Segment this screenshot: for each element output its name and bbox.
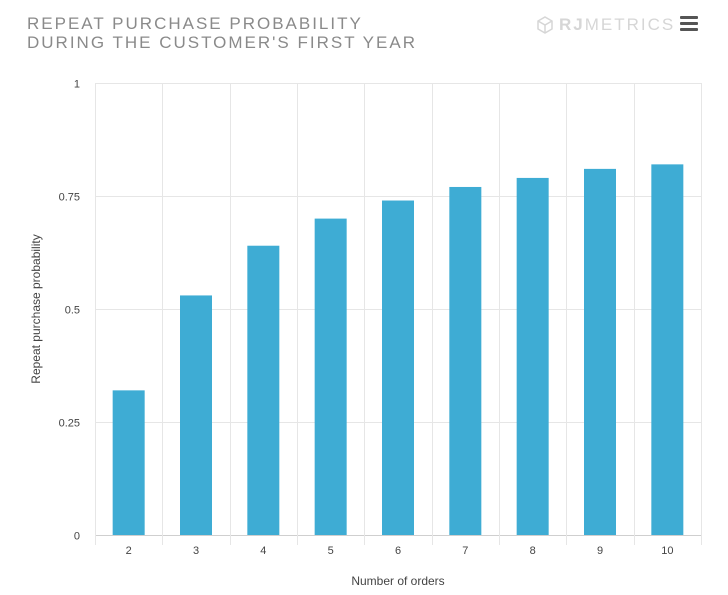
x-tick-label: 3 (193, 545, 199, 557)
bar-10[interactable] (651, 164, 684, 536)
bar-4[interactable] (247, 245, 280, 535)
chart-title-line-1: REPEAT PURCHASE PROBABILITY (27, 14, 363, 33)
x-tick-label: 4 (260, 545, 266, 557)
x-axis-title: Number of orders (351, 574, 444, 588)
y-tick-label: 0.25 (59, 418, 80, 430)
x-tick-label: 2 (126, 545, 132, 557)
brand-logo: RJMETRICS (537, 15, 675, 35)
hamburger-menu-icon[interactable] (680, 16, 698, 32)
bar-8[interactable] (516, 177, 549, 536)
y-tick-label: 0.75 (59, 192, 80, 204)
y-axis-title: Repeat purchase probability (29, 234, 43, 383)
brand-name-bold: RJ (559, 15, 585, 34)
bar-layer (112, 164, 684, 536)
bar-6[interactable] (382, 200, 414, 535)
brand-name-rest: METRICS (584, 15, 676, 34)
bar-9[interactable] (584, 168, 616, 535)
x-tick-label: 5 (328, 545, 334, 557)
axis-layer: 0 0.25 0.5 0.75 1 2 3 4 5 6 7 8 9 10 (59, 79, 674, 558)
x-tick-label: 8 (530, 545, 536, 557)
bar-7[interactable] (449, 186, 482, 535)
cube-logo-icon (537, 16, 553, 34)
x-tick-label: 6 (395, 545, 401, 557)
chart-title-line-2: DURING THE CUSTOMER'S FIRST YEAR (27, 33, 417, 52)
x-tick-label: 10 (661, 545, 673, 557)
bar-2[interactable] (112, 390, 145, 535)
y-tick-label: 0.5 (65, 305, 80, 317)
x-tick-label: 9 (597, 545, 603, 557)
chart-title: REPEAT PURCHASE PROBABILITY DURING THE C… (27, 14, 417, 52)
x-tick-label: 7 (462, 545, 468, 557)
bar-3[interactable] (180, 295, 212, 535)
bar-5[interactable] (314, 218, 347, 535)
y-tick-label: 1 (74, 79, 80, 91)
y-tick-label: 0 (74, 531, 80, 543)
